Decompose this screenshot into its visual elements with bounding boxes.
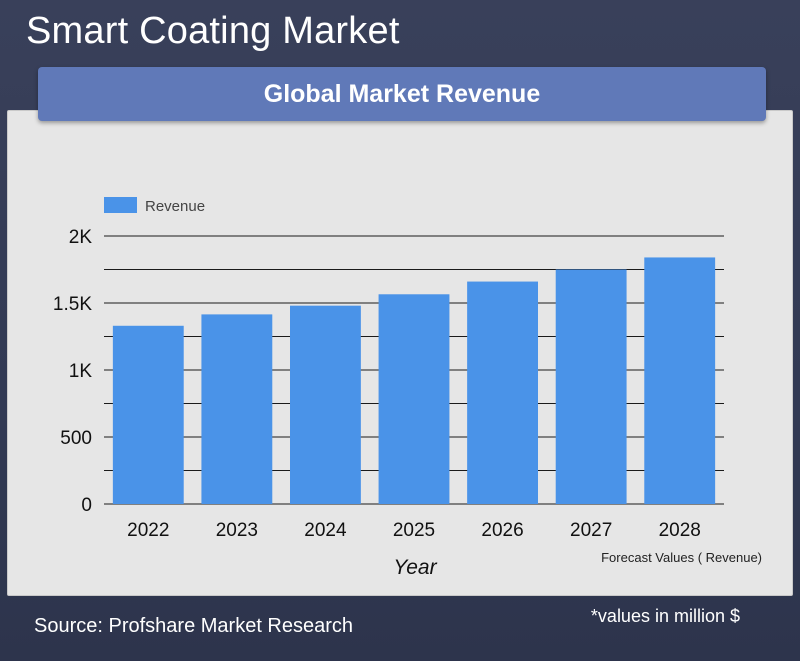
page-title: Smart Coating Market xyxy=(26,10,400,52)
bar-2023 xyxy=(201,314,273,504)
chart-banner-title: Global Market Revenue xyxy=(263,79,541,108)
legend-label-revenue: Revenue xyxy=(145,198,205,215)
x-tick-label: 2025 xyxy=(393,520,435,541)
x-tick-labels: 2022 2023 2024 2025 2026 2027 2028 xyxy=(127,520,701,541)
y-tick-labels: 0 500 1K 1.5K 2K xyxy=(53,227,92,516)
chart-banner: Global Market Revenue xyxy=(38,67,766,121)
x-tick-label: 2026 xyxy=(481,520,523,541)
bars-layer xyxy=(112,257,716,504)
y-tick-label: 2K xyxy=(69,227,93,248)
units-note: *values in million $ xyxy=(590,606,740,626)
legend: Revenue xyxy=(104,197,205,215)
bar-2024 xyxy=(290,305,361,504)
x-axis-label: Year xyxy=(393,556,437,579)
bar-2022 xyxy=(112,325,184,504)
legend-swatch xyxy=(104,197,137,213)
source-credit: Source: Profshare Market Research xyxy=(34,615,354,637)
x-tick-label: 2024 xyxy=(304,520,347,541)
x-tick-label: 2023 xyxy=(216,520,258,541)
bar-2026 xyxy=(467,281,538,504)
x-tick-label: 2027 xyxy=(570,520,612,541)
y-tick-label: 1K xyxy=(69,361,93,382)
bar-2025 xyxy=(378,294,450,504)
bar-2028 xyxy=(644,257,716,504)
forecast-annotation: Forecast Values ( Revenue) xyxy=(601,550,762,565)
y-tick-label: 1.5K xyxy=(53,294,92,315)
y-tick-label: 0 xyxy=(81,495,92,516)
y-tick-label: 500 xyxy=(60,428,92,449)
x-tick-label: 2022 xyxy=(127,520,169,541)
bar-2027 xyxy=(555,269,627,504)
x-tick-label: 2028 xyxy=(659,520,701,541)
